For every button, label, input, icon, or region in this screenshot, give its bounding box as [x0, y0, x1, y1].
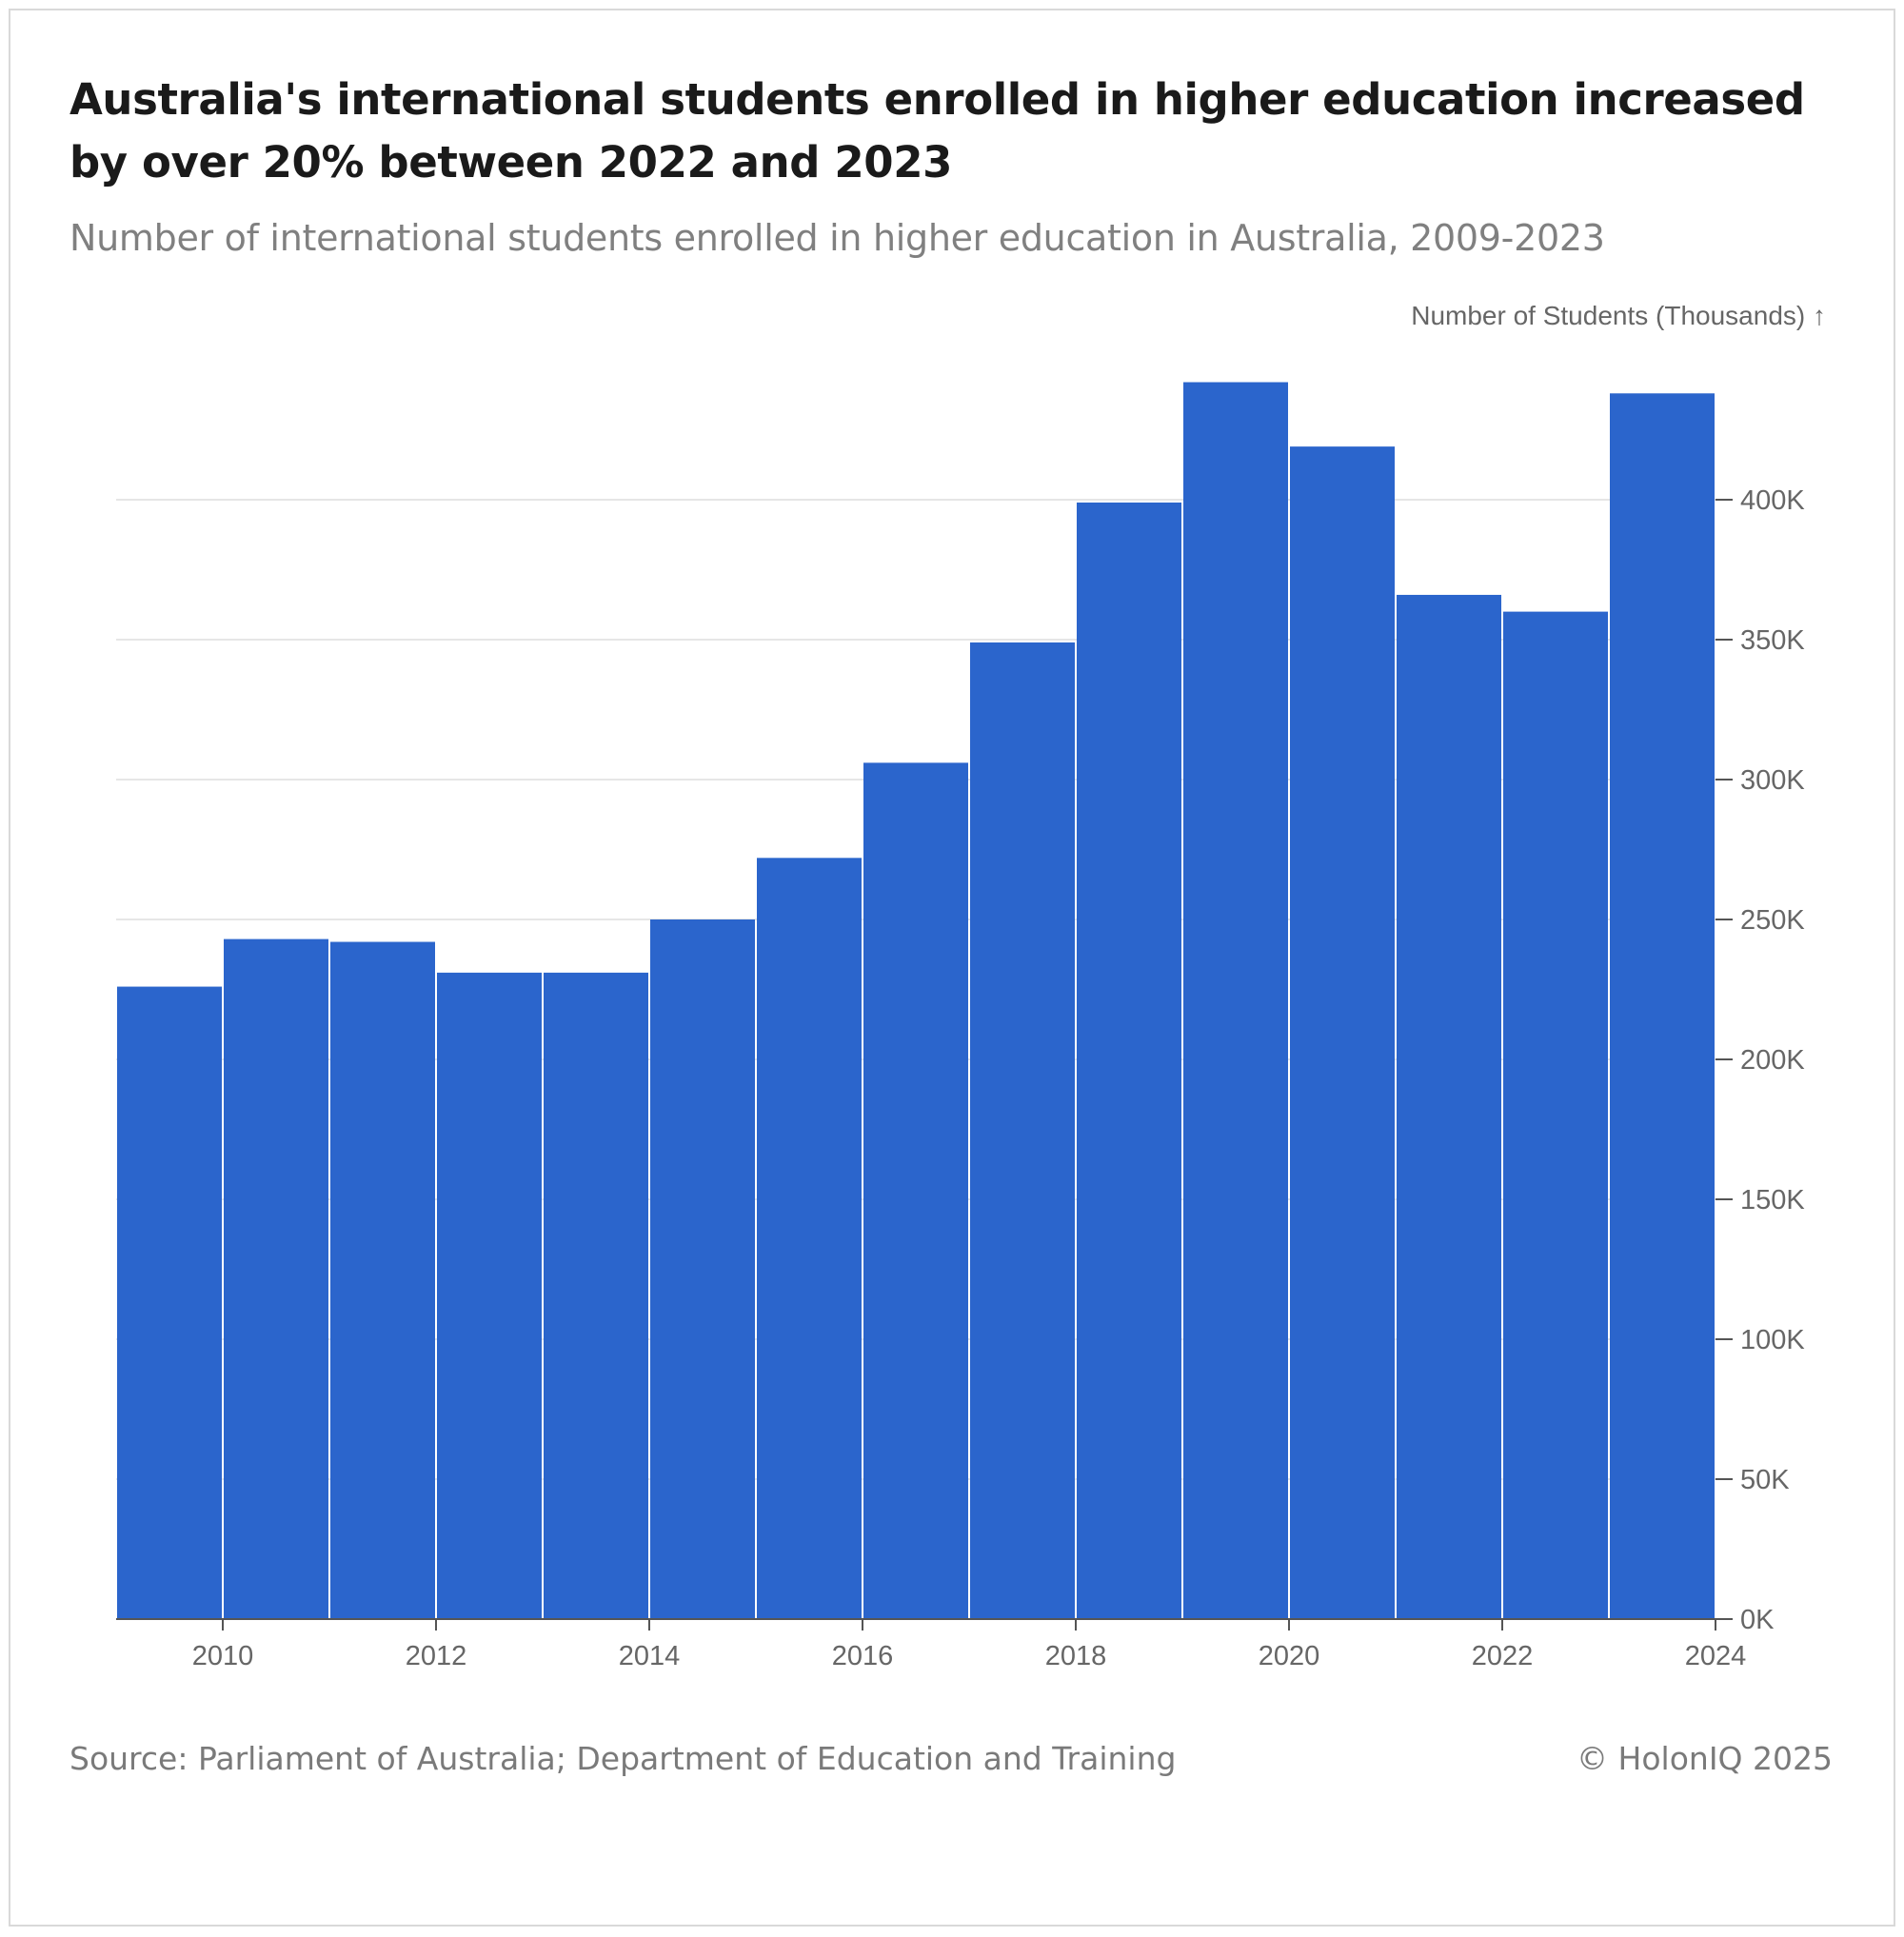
y-tick-label: 50K	[1740, 1465, 1790, 1495]
y-tick-label: 200K	[1740, 1045, 1805, 1076]
bar-2010	[224, 939, 328, 1619]
bar-2023	[1610, 393, 1715, 1619]
bar-2022	[1503, 611, 1608, 1619]
x-tick-label: 2022	[1472, 1641, 1534, 1671]
x-tick-label: 2014	[619, 1641, 681, 1671]
y-tick-label: 300K	[1740, 765, 1805, 796]
bar-2012	[437, 972, 542, 1619]
chart-subtitle: Number of international students enrolle…	[69, 217, 1605, 259]
bar-2018	[1077, 502, 1181, 1620]
bar-2021	[1397, 594, 1501, 1620]
x-tick-label: 2012	[406, 1641, 467, 1671]
bar-2013	[544, 972, 648, 1619]
y-tick-label: 0K	[1740, 1605, 1775, 1635]
bar-2011	[330, 941, 435, 1619]
copyright-note: © HolonIQ 2025	[1577, 1740, 1833, 1777]
bar-2009	[117, 986, 222, 1619]
y-tick-label: 250K	[1740, 905, 1805, 936]
x-axis-ticks: 2010 2012 2014 2016 2018 2020 2022 2024	[192, 1619, 1747, 1671]
x-tick-label: 2010	[192, 1641, 254, 1671]
bar-2019	[1183, 382, 1288, 1619]
y-tick-label: 150K	[1740, 1185, 1805, 1216]
bar-2016	[863, 762, 968, 1619]
bar-2020	[1290, 446, 1395, 1619]
chart-title: Australia's international students enrol…	[69, 74, 1805, 188]
y-axis-ticks: 0K 50K 100K 150K 200K 250K 300K 350K 400K	[1716, 485, 1805, 1635]
bar-2017	[970, 642, 1075, 1620]
bar-2014	[650, 919, 755, 1619]
y-tick-label: 400K	[1740, 485, 1805, 516]
y-tick-label: 350K	[1740, 625, 1805, 656]
y-axis-label: Number of Students (Thousands) ↑	[1411, 301, 1826, 330]
source-note: Source: Parliament of Australia; Departm…	[69, 1740, 1177, 1777]
bar-2015	[757, 858, 862, 1619]
x-tick-label: 2024	[1685, 1641, 1747, 1671]
y-tick-label: 100K	[1740, 1325, 1805, 1355]
bar-chart: 2010 2012 2014 2016 2018 2020 2022 2024 0K 50K 10…	[116, 301, 1826, 1671]
x-tick-label: 2018	[1045, 1641, 1107, 1671]
x-tick-label: 2016	[832, 1641, 894, 1671]
bars	[117, 382, 1715, 1620]
x-tick-label: 2020	[1259, 1641, 1320, 1671]
